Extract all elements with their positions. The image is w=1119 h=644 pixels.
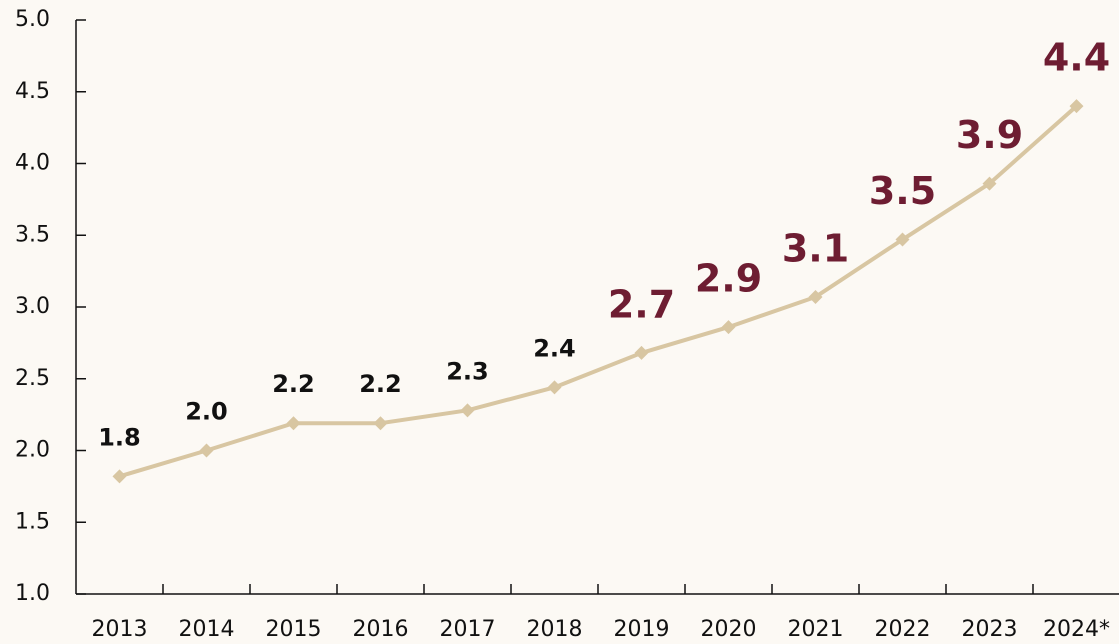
value-label: 2.2 <box>272 370 315 398</box>
x-tick-label: 2015 <box>266 617 322 642</box>
y-tick-label: 5.0 <box>15 7 50 32</box>
value-label: 3.5 <box>869 169 936 213</box>
value-label: 2.3 <box>446 357 489 385</box>
y-tick-label: 3.5 <box>15 222 50 247</box>
value-label: 4.4 <box>1043 36 1110 80</box>
data-point <box>721 320 736 335</box>
y-tick-label: 4.0 <box>15 151 50 176</box>
x-tick-label: 2018 <box>527 617 583 642</box>
data-point <box>634 345 649 360</box>
data-line <box>118 104 1078 479</box>
value-label: 2.0 <box>185 398 228 426</box>
value-label: 3.1 <box>782 226 849 270</box>
y-tick-label: 4.5 <box>15 79 50 104</box>
x-tick-label: 2014 <box>179 617 235 642</box>
value-label: 3.9 <box>956 113 1023 157</box>
x-tick-label: 2020 <box>701 617 757 642</box>
data-point <box>808 289 823 304</box>
y-tick-label: 2.5 <box>15 366 50 391</box>
value-label: 2.4 <box>533 334 576 362</box>
x-tick-label: 2013 <box>92 617 148 642</box>
x-tick-label: 2019 <box>614 617 670 642</box>
data-point <box>895 232 910 247</box>
y-tick-label: 2.0 <box>15 438 50 463</box>
y-tick-label: 3.0 <box>15 294 50 319</box>
y-tick-label: 1.5 <box>15 509 50 534</box>
data-point <box>1069 99 1084 114</box>
x-tick-label: 2022 <box>875 617 931 642</box>
x-tick-label: 2017 <box>440 617 496 642</box>
y-tick-label: 1.0 <box>15 581 50 606</box>
data-point <box>112 469 127 484</box>
value-label: 2.7 <box>608 282 675 326</box>
value-label: 2.2 <box>359 370 402 398</box>
data-point <box>547 380 562 395</box>
x-tick-label: 2021 <box>788 617 844 642</box>
value-label: 2.9 <box>695 257 762 301</box>
x-tick-label: 2023 <box>962 617 1018 642</box>
data-point <box>373 416 388 431</box>
x-tick-label: 2024* <box>1043 617 1110 642</box>
x-tick-label: 2016 <box>353 617 409 642</box>
data-point <box>460 403 475 418</box>
data-point <box>982 176 997 191</box>
data-point <box>286 416 301 431</box>
value-label: 1.8 <box>98 423 141 451</box>
data-point <box>199 443 214 458</box>
